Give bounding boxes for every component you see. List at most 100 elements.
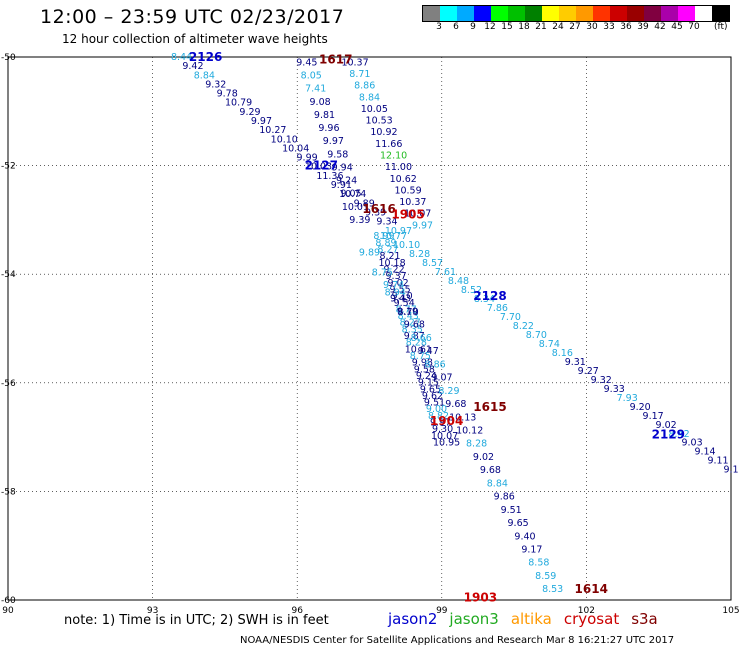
wave-height-value: 9.51 (424, 398, 445, 409)
wave-height-value: 9.81 (314, 110, 335, 121)
wave-height-value: 9.54 (394, 298, 415, 309)
wave-height-value: 9.87 (404, 331, 425, 342)
wave-height-value: 8.53 (542, 584, 563, 595)
satellite-legend: jason2 jason3 altika cryosat s3a (388, 610, 658, 628)
wave-height-value: 9.62 (422, 391, 443, 402)
wave-height-value: 9.43 (390, 293, 411, 304)
wave-height-value: 8.77 (396, 304, 417, 315)
wave-height-value: 9.45 (296, 57, 317, 68)
wave-height-value: 8.58 (528, 558, 549, 569)
wave-height-value: 9.58 (414, 364, 435, 375)
wave-height-value: 9.1 (723, 465, 738, 476)
color-scale-tick: 33 (603, 22, 615, 32)
wave-height-value: 8.86 (354, 81, 375, 92)
wave-height-value: 8.71 (349, 69, 370, 80)
color-scale-tick: 18 (518, 22, 530, 32)
color-swatch (627, 6, 644, 21)
page-title: 12:00 – 23:59 UTC 02/23/2017 (40, 6, 345, 28)
wave-height-value: 9.99 (297, 153, 318, 164)
wave-height-value: 10.10 (393, 240, 420, 251)
wave-height-value: 9.17 (521, 544, 542, 555)
wave-height-value: 8.44 (171, 52, 192, 63)
wave-height-value: 9.89 (359, 247, 380, 258)
wave-height-value: 9.42 (182, 61, 203, 72)
wave-height-value: 8.84 (487, 478, 508, 489)
wave-height-value: 9.68 (404, 320, 425, 331)
color-scale-tick: 21 (535, 22, 547, 32)
pass-number-label: 1614 (575, 582, 608, 596)
wave-height-value: 9.40 (514, 531, 535, 542)
wave-height-value: 8.29 (438, 386, 459, 397)
wave-height-value: 12.10 (380, 151, 407, 162)
wave-height-value: 9.89 (354, 198, 375, 209)
color-swatch (695, 6, 712, 21)
wave-height-value: 8.70 (526, 330, 547, 341)
wave-height-value: 9.05 (340, 189, 361, 200)
color-swatch (508, 6, 525, 21)
wave-height-value: 10.13 (449, 412, 476, 423)
wave-height-value: 10.92 (370, 127, 397, 138)
wave-height-value: 9.78 (217, 89, 238, 100)
latitude-label: -52 (1, 162, 16, 172)
wave-height-value: 9.65 (508, 518, 529, 529)
wave-height-value: 9.86 (494, 492, 515, 503)
pass-number-label: 2128 (473, 289, 506, 303)
wave-height-value: 7.61 (435, 267, 456, 278)
wave-height-value: 9.97 (251, 116, 272, 127)
wave-height-value: 9.29 (239, 107, 260, 118)
pass-number-label: 1904 (430, 414, 463, 428)
pass-number-label: 1616 (362, 202, 395, 216)
wave-height-value: 9.10 (392, 291, 413, 302)
wave-height-value: 10.74 (339, 189, 366, 200)
wave-height-value: 8.52 (461, 285, 482, 296)
wave-height-value: 9.68 (445, 399, 466, 410)
color-swatch (474, 6, 491, 21)
wave-height-value: 10.53 (366, 116, 393, 127)
wave-height-value: 9.03 (681, 438, 702, 449)
wave-height-value: 10.04 (282, 143, 309, 154)
longitude-label: 102 (578, 606, 595, 616)
wave-height-value: 10.77 (380, 231, 407, 242)
wave-height-value: 10.10 (271, 134, 298, 145)
wave-height-value: 8.84 (359, 92, 380, 103)
wave-height-value: 10.59 (394, 185, 421, 196)
color-scale-tick: 70 (688, 22, 700, 32)
pass-number-label: 1905 (391, 207, 424, 221)
wave-height-value: 10.12 (456, 425, 483, 436)
color-swatch (559, 6, 576, 21)
color-swatch (542, 6, 559, 21)
wave-height-value: 10.97 (385, 226, 412, 237)
wave-height-value: 9.15 (418, 378, 439, 389)
wave-height-value: 8.34 (474, 294, 495, 305)
wave-height-value: 9.32 (591, 375, 612, 386)
wave-height-value: 9.58 (327, 149, 348, 160)
color-scale-tick: 12 (484, 22, 496, 32)
color-swatch (712, 6, 729, 21)
wave-height-value: 8.94 (385, 287, 406, 298)
wave-height-value: 8.75 (410, 351, 431, 362)
satellite-legend-entry: jason3 (449, 610, 499, 628)
color-swatch (678, 6, 695, 21)
wave-height-value: 10.18 (378, 258, 405, 269)
wave-height-value: 9.68 (480, 465, 501, 476)
color-scale-tick: 15 (501, 22, 513, 32)
wave-height-value: 10.03 (305, 162, 332, 173)
latitude-label: -60 (1, 596, 16, 606)
satellite-legend-entry: altika (510, 610, 552, 628)
wave-height-value: 9.74 (383, 280, 404, 291)
wave-height-value: 9.34 (376, 217, 397, 228)
wave-height-value: 9.02 (473, 452, 494, 463)
wave-height-value: 8.99 (373, 231, 394, 242)
latitude-label: -56 (1, 379, 16, 389)
color-scale-tick: 45 (671, 22, 683, 32)
color-scale-tick: 24 (552, 22, 564, 32)
pass-number-label: 1903 (464, 590, 497, 604)
wave-height-value: 11.00 (385, 162, 412, 173)
color-scale-tick: 39 (637, 22, 649, 32)
color-swatch (525, 6, 542, 21)
wave-height-value: 8.27 (400, 318, 421, 329)
wave-height-value: 8.66 (411, 333, 432, 344)
wave-height-value: 7.41 (305, 84, 326, 95)
